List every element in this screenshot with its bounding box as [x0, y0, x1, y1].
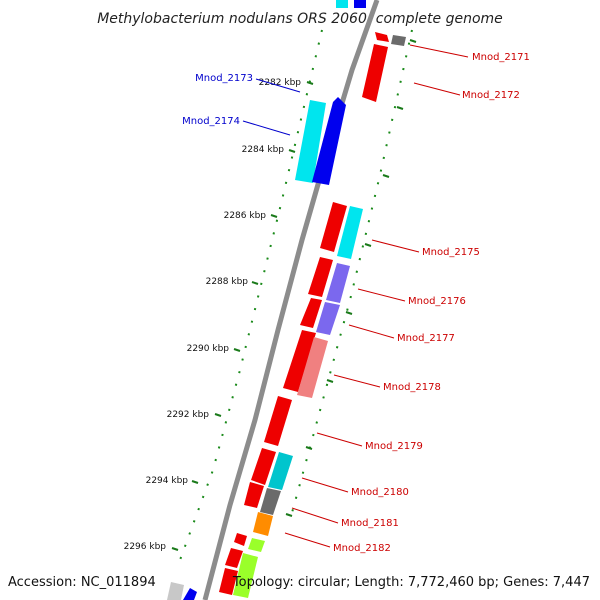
- gene-mnod-2179: [264, 396, 292, 446]
- gene-label-mnod-2182: Mnod_2182: [333, 543, 391, 554]
- gene-mnod-2174: [312, 97, 346, 185]
- outer-guide-arc-left: [179, 29, 323, 561]
- gene-label-mnod-2176: Mnod_2176: [408, 296, 466, 307]
- scale-labels: 2282 kbp 2284 kbp 2286 kbp 2288 kbp 2290…: [124, 78, 302, 552]
- gene-cyan-top: [336, 0, 348, 8]
- accession-text: Accession: NC_011894: [8, 575, 156, 590]
- gene-blue-top: [354, 0, 366, 8]
- gene-label-mnod-2172: Mnod_2172: [462, 90, 520, 101]
- gene-label-mnod-2177: Mnod_2177: [397, 333, 455, 344]
- scale-ticks: [171, 39, 417, 551]
- gene-green-large: [233, 553, 258, 598]
- label-leaders: [242, 44, 469, 548]
- gene-mnod-2171: [391, 35, 406, 46]
- gene-mnod-2175-red: [320, 202, 347, 252]
- gene-red-h: [219, 568, 238, 595]
- scale-label-2290: 2290 kbp: [187, 344, 230, 354]
- gene-labels: Mnod_2171 Mnod_2172 Mnod_2173 Mnod_2174 …: [182, 52, 530, 554]
- gene-label-mnod-2175: Mnod_2175: [422, 247, 480, 258]
- gene-red-a: [308, 257, 333, 297]
- gene-mnod-2176: [326, 263, 350, 303]
- gene-label-mnod-2180: Mnod_2180: [351, 487, 409, 498]
- gene-red-g: [225, 548, 243, 568]
- gene-red-d: [251, 448, 276, 485]
- gene-label-mnod-2179: Mnod_2179: [365, 441, 423, 452]
- gene-mnod-2172: [362, 44, 388, 102]
- gene-gray-bottom: [167, 582, 184, 600]
- gene-label-mnod-2178: Mnod_2178: [383, 382, 441, 393]
- gene-label-mnod-2174: Mnod_2174: [182, 116, 240, 127]
- gene-label-mnod-2181: Mnod_2181: [341, 518, 399, 529]
- gene-mnod-2181: [253, 512, 273, 536]
- scale-label-2296: 2296 kbp: [124, 542, 167, 552]
- gene-label-mnod-2171: Mnod_2171: [472, 52, 530, 63]
- gene-gray-mid: [260, 488, 281, 515]
- genome-summary-text: Topology: circular; Length: 7,772,460 bp…: [232, 575, 590, 590]
- gene-blue-bottom: [183, 588, 197, 600]
- scale-label-2288: 2288 kbp: [206, 277, 249, 287]
- gene-label-mnod-2173: Mnod_2173: [195, 73, 253, 84]
- gene-mnod-2177: [316, 302, 340, 335]
- gene-red-b: [300, 298, 322, 328]
- gene-red-e: [244, 482, 264, 508]
- gene-mnod-2173: [295, 100, 326, 183]
- gene-mnod-2175: [337, 206, 363, 259]
- gene-red-c: [283, 330, 316, 392]
- forward-strand-genes: [167, 0, 366, 600]
- reverse-strand-genes: [219, 32, 406, 598]
- genome-backbone: [202, 0, 380, 600]
- map-title: Methylobacterium nodulans ORS 2060, comp…: [97, 11, 503, 27]
- gene-red-f: [234, 533, 247, 546]
- gene-mnod-2178: [297, 337, 328, 398]
- scale-label-2286: 2286 kbp: [224, 211, 267, 221]
- scale-label-2294: 2294 kbp: [146, 476, 189, 486]
- gene-red-top: [375, 32, 389, 42]
- scale-label-2284: 2284 kbp: [242, 145, 285, 155]
- scale-label-2292: 2292 kbp: [167, 410, 210, 420]
- gene-mnod-2180: [268, 452, 293, 490]
- gene-mnod-2182: [248, 538, 265, 552]
- scale-label-2282: 2282 kbp: [259, 78, 302, 88]
